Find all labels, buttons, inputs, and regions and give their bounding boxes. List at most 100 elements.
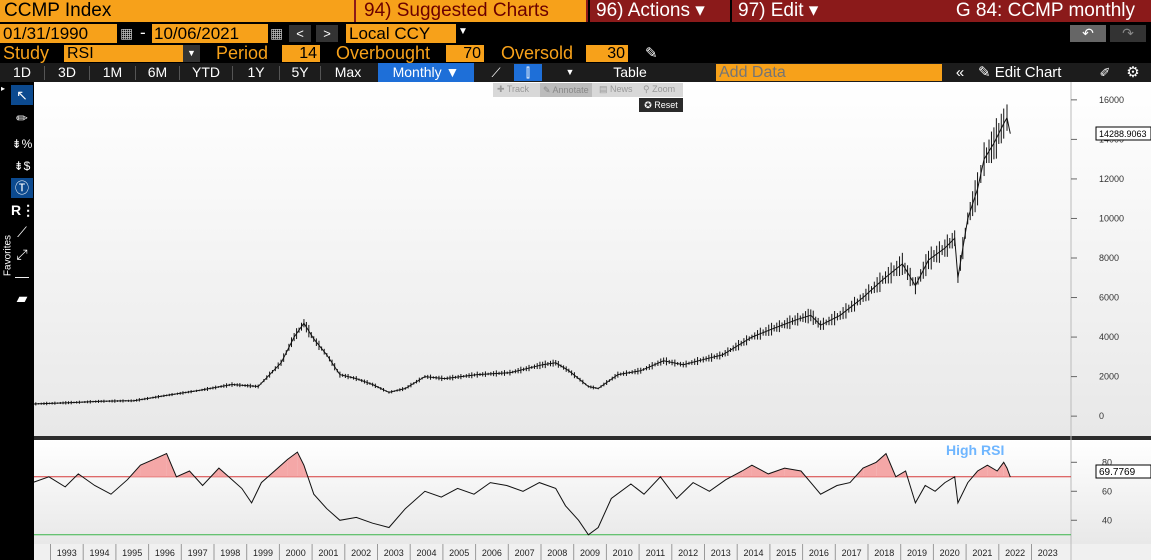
gear-icon[interactable]: ⚙ [1126,64,1140,81]
redo-button[interactable]: ↷ [1110,25,1146,42]
zoom-tool[interactable]: ⚲ Zoom [643,84,676,94]
x-tick-label: 2018 [874,548,894,558]
study-bar: Study RSI ▼ Period 14 Overbought 70 Over… [0,43,1151,63]
percent-marker-icon[interactable]: ⇟% [11,137,33,151]
suggested-charts-menu[interactable]: 94) Suggested Charts [364,0,549,21]
overbought-field[interactable]: 70 [446,45,484,62]
zoom-label: Zoom [652,84,676,94]
price-tick-label: 0 [1099,411,1104,421]
floating-tool-bar: ✚ Track ✎ Annotate ▤ News ⚲ Zoom [493,83,683,97]
chevron-down-icon[interactable]: ▼ [565,67,575,77]
channel-icon[interactable]: ▰ [16,290,28,306]
trend-line-icon[interactable]: ⟋ [17,224,27,240]
rsi-axis: 40 60 80 [1071,457,1112,525]
rsi-tick-label: 60 [1102,486,1112,496]
collapse-icon[interactable]: « [955,64,965,81]
actions-menu[interactable]: 96) Actions ▾ [596,0,705,21]
edit-menu[interactable]: 97) Edit ▾ [738,0,819,21]
range-3d-button[interactable]: 3D [58,64,76,80]
text-cursor-icon[interactable]: Ⓣ [11,178,33,198]
overbought-shade [768,468,785,477]
x-tick-label: 2006 [482,548,502,558]
range-max-button[interactable]: Max [334,64,362,80]
calendar-icon[interactable]: ▦ [270,25,284,41]
frequency-select[interactable]: Monthly ▼ [378,63,474,82]
chevron-down-icon[interactable]: ▼ [183,45,200,62]
annotate-tool[interactable]: ✎ Annotate [540,83,592,97]
date-dash: - [140,23,146,42]
edit-chart-button[interactable]: ✎ Edit Chart [978,64,1086,81]
ticker-field[interactable]: CCMP Index [0,0,354,22]
rsi-line [34,451,1011,536]
reset-button[interactable]: ✪ Reset [639,98,683,112]
overbought-shade [977,465,988,477]
overbought-shade [297,452,304,477]
draw-line-icon[interactable]: ✏ [16,110,28,126]
x-tick-label: 2016 [809,548,829,558]
price-tick-label: 16000 [1099,95,1124,105]
range-1d-button[interactable]: 1D [13,64,31,80]
x-tick-label: 2011 [646,548,665,558]
chevron-down-icon[interactable]: ▼ [458,26,468,37]
pencil-icon: ✎ [978,64,991,81]
edit-layout-icon[interactable]: ✐ [1099,65,1111,80]
x-tick-label: 2013 [711,548,731,558]
expand-arrow-icon[interactable]: ▸ [1,84,6,93]
price-tick-label: 4000 [1099,332,1119,342]
x-tick-label: 1993 [57,548,77,558]
line-chart-icon[interactable]: ⟋ [491,65,501,80]
divider [44,66,45,80]
actions-bg: 96) Actions ▾ [588,0,730,22]
xaxis-bg [34,544,1151,560]
horizontal-line-icon[interactable]: — [15,268,29,284]
overbought-shade [987,465,998,477]
track-tool[interactable]: ✚ Track [497,84,530,94]
price-tick-label: 2000 [1099,372,1119,382]
period-field[interactable]: 14 [282,45,320,62]
range-5y-button[interactable]: 5Y [291,64,309,80]
annotate-label: Annotate [552,85,589,95]
divider [320,66,321,80]
overbought-shade [1003,462,1007,477]
range-6m-button[interactable]: 6M [147,64,168,80]
date-bar: 01/31/1990 ▦ - 10/06/2021 ▦ < > Local CC… [0,23,1151,44]
study-select[interactable]: RSI [64,45,184,62]
overbought-label: Overbought [336,43,431,63]
chart-svg: 0200040006000800010000120001400016000 40… [34,82,1151,560]
calendar-icon[interactable]: ▦ [120,25,134,41]
rsi-tick-label: 80 [1102,457,1112,467]
range-1y-button[interactable]: 1Y [247,64,265,80]
ohlc-bars-icon[interactable]: ⫿ [514,64,542,81]
pointer-icon[interactable]: ↖ [11,85,33,105]
range-1m-button[interactable]: 1M [102,64,123,80]
range-tool-icon[interactable]: R⋮ [11,202,36,218]
overbought-shade [153,453,167,477]
extended-line-icon[interactable]: ⤢ [16,246,28,262]
start-date-field[interactable]: 01/31/1990 [0,24,117,43]
table-button[interactable]: Table [613,64,647,80]
divider [279,66,280,80]
add-data-input[interactable] [716,64,942,81]
divider [232,66,233,80]
x-tick-label: 2008 [547,548,567,558]
currency-select[interactable]: Local CCY [346,24,456,43]
panel-divider[interactable] [34,436,1151,440]
study-label: Study [3,43,50,63]
prev-period-button[interactable]: < [289,25,311,42]
oversold-field[interactable]: 30 [586,45,628,62]
dollar-marker-icon[interactable]: ⇟$ [13,159,31,173]
divider [179,66,180,80]
x-tick-label: 2004 [416,548,436,558]
x-tick-label: 2017 [842,548,862,558]
chart-title: G 84: CCMP monthly [955,0,1135,21]
news-label: News [610,84,633,94]
undo-button[interactable]: ↶ [1070,25,1106,42]
pencil-icon[interactable]: ✎ [645,45,658,62]
news-tool[interactable]: ▤ News [599,84,633,94]
next-period-button[interactable]: > [316,25,338,42]
end-date-field[interactable]: 10/06/2021 [152,24,268,43]
range-ytd-button[interactable]: YTD [192,64,220,80]
high-rsi-annotation: High RSI [946,442,1004,458]
overbought-shade [287,452,298,477]
favorites-wrap: Favorites [1,190,14,330]
